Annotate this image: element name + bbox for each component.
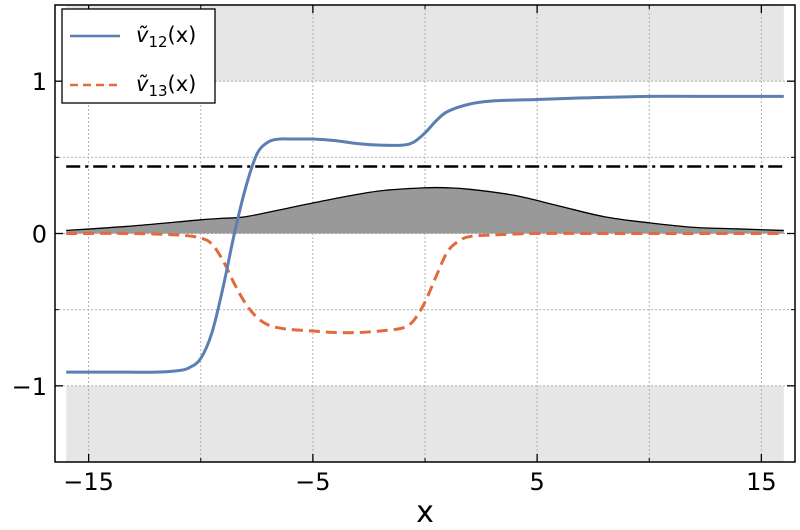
x-tick-label: 5 bbox=[529, 468, 544, 496]
x-tick-label: 15 bbox=[746, 468, 777, 496]
legend-label-arg: (x) bbox=[168, 72, 197, 96]
legend-label-main: ṽ bbox=[136, 72, 149, 96]
series-lines bbox=[66, 94, 784, 374]
legend-label-subscript: 13 bbox=[148, 82, 167, 100]
legend-label-v12: ṽ12(x) bbox=[136, 23, 196, 51]
legend-label-v13: ṽ13(x) bbox=[136, 72, 196, 100]
x-axis-title: x bbox=[416, 495, 434, 530]
series-line-v13 bbox=[66, 231, 784, 335]
x-tick-label: −15 bbox=[63, 468, 114, 496]
legend-label-arg: (x) bbox=[168, 23, 197, 47]
filled-area-series bbox=[66, 186, 784, 234]
filled-area-outline bbox=[66, 186, 784, 232]
x-tick-labels: −15 −5 5 15 bbox=[63, 468, 776, 496]
legend-label-main: ṽ bbox=[136, 23, 149, 47]
filled-area-fill bbox=[66, 187, 784, 234]
legend-box bbox=[61, 8, 216, 104]
y-tick-label: 1 bbox=[32, 68, 47, 96]
legend: ṽ12(x)ṽ13(x) bbox=[61, 8, 216, 104]
y-tick-labels: −1 0 1 bbox=[12, 68, 47, 401]
legend-label-subscript: 12 bbox=[148, 33, 167, 51]
y-tick-label: −1 bbox=[12, 373, 47, 401]
series-line-v12 bbox=[66, 94, 784, 374]
y-tick-label: 0 bbox=[32, 221, 47, 249]
x-tick-label: −5 bbox=[295, 468, 330, 496]
